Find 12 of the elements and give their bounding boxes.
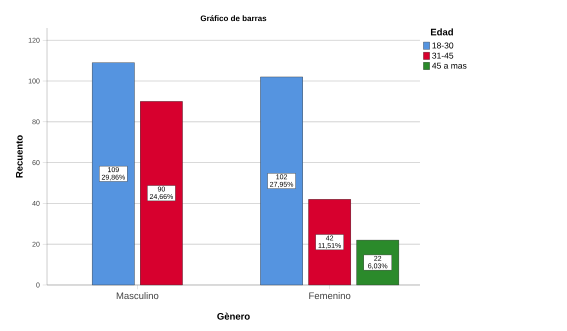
chart-title: Gráfico de barras — [200, 15, 266, 22]
bar — [140, 101, 183, 286]
legend-label: 31-45 — [432, 52, 454, 59]
legend-label: 45 a mas — [432, 62, 466, 69]
x-axis-title: Gènero — [217, 312, 250, 320]
legend-title: Edad — [430, 28, 453, 36]
bar — [260, 76, 303, 286]
x-tick-label: Femenino — [309, 292, 350, 300]
y-axis-title: Recuento — [16, 135, 23, 178]
x-tick-label: Masculino — [116, 292, 158, 300]
legend-label: 18-30 — [432, 42, 454, 48]
bar — [92, 62, 135, 286]
